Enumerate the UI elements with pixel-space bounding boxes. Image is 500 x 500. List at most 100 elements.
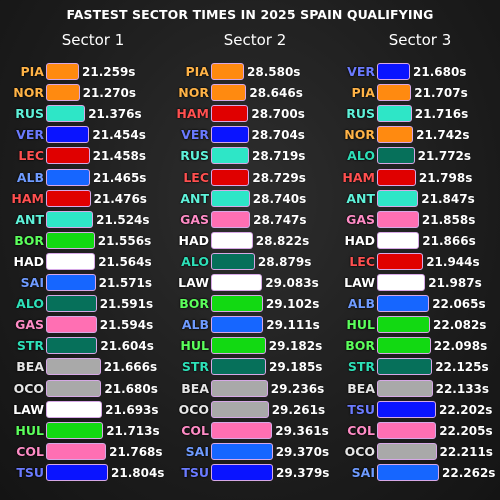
bar-row: BEA 21.666s — [2, 357, 168, 377]
bar-row: RUS 28.719s — [167, 146, 333, 166]
bar-row: VER 28.704s — [167, 125, 333, 145]
driver-label: LEC — [349, 253, 375, 269]
driver-label: HAM — [11, 190, 44, 206]
sector-time-bar — [46, 84, 80, 102]
driver-label: HAD — [178, 232, 209, 248]
sector-time-bar — [211, 379, 268, 397]
bar-row: TSU 21.804s — [2, 463, 168, 483]
sector-time-bar — [46, 463, 108, 481]
time-value-label: 21.556s — [97, 233, 152, 248]
time-value-label: 28.700s — [251, 107, 305, 122]
bar-row: OCO 22.211s — [333, 442, 499, 462]
sector-time-bar — [377, 63, 410, 80]
sector-time-bar — [46, 63, 79, 80]
time-value-label: 28.580s — [247, 65, 301, 79]
sector-time-bar — [46, 316, 97, 334]
time-value-label: 21.465s — [93, 170, 147, 185]
time-value-label: 21.454s — [92, 128, 146, 143]
driver-label: VER — [16, 127, 44, 143]
sector-time-bar — [377, 316, 430, 334]
sector-time-bar — [46, 189, 91, 207]
bar-row: HAD 21.564s — [2, 252, 168, 272]
sector-time-bar — [211, 147, 249, 165]
time-value-label: 21.858s — [421, 212, 476, 227]
time-value-label: 29.182s — [268, 339, 323, 354]
time-value-label: 21.571s — [98, 276, 153, 290]
time-value-label: 21.866s — [422, 233, 476, 248]
bar-row: OCO 29.261s — [167, 400, 333, 420]
time-value-label: 29.083s — [265, 276, 319, 290]
sector-time-bar — [211, 210, 251, 228]
bar-row: ALB 22.065s — [333, 294, 499, 314]
sector-time-bar — [46, 105, 86, 123]
driver-label: ALO — [347, 148, 375, 164]
driver-label: ALB — [16, 169, 44, 185]
sector-time-bar — [46, 147, 90, 165]
bar-row: COL 29.361s — [167, 421, 333, 441]
time-value-label: 22.098s — [433, 339, 488, 354]
bar-row: TSU 22.202s — [333, 400, 499, 420]
sector-time-bar — [211, 168, 250, 186]
sector-time-bar — [211, 400, 269, 418]
driver-label: LAW — [344, 275, 375, 290]
driver-label: SAI — [20, 275, 44, 290]
bar-row: LEC 21.458s — [2, 146, 168, 166]
sector-time-bar — [46, 379, 102, 397]
driver-label: PIA — [351, 85, 376, 101]
sector-time-bar — [211, 358, 266, 376]
driver-label: COL — [347, 422, 375, 438]
bar-row: LAW 21.987s — [333, 273, 499, 293]
driver-label: SAI — [185, 443, 209, 459]
driver-label: BOR — [14, 232, 44, 248]
bar-row: ANT 28.740s — [167, 189, 333, 209]
driver-label: ALB — [181, 317, 209, 333]
bar-row: STR 22.125s — [333, 357, 499, 377]
time-value-label: 21.742s — [416, 128, 470, 143]
sector-time-bar — [46, 358, 101, 376]
time-value-label: 22.082s — [433, 318, 487, 333]
sector-2-bars: PIA 28.580s NOR 28.646s HAM 28.700s VER 28.704s… — [167, 62, 333, 487]
bar-row: HAD 21.866s — [333, 231, 499, 251]
time-value-label: 28.704s — [251, 128, 305, 143]
driver-label: COL — [181, 422, 209, 438]
time-value-label: 29.370s — [275, 444, 330, 459]
driver-label: BEA — [181, 380, 209, 396]
bar-row: LEC 21.944s — [333, 252, 499, 272]
sector-time-bar — [377, 400, 436, 418]
driver-label: GAS — [346, 211, 375, 227]
bar-row: HAM 21.476s — [2, 189, 168, 209]
time-value-label: 21.270s — [82, 86, 137, 101]
time-value-label: 21.798s — [418, 170, 473, 185]
sector-time-bar — [46, 337, 98, 355]
sector-time-bar — [46, 295, 97, 313]
driver-label: BOR — [345, 338, 375, 354]
sector-time-bar — [211, 442, 273, 460]
bar-row: ALO 28.879s — [167, 252, 333, 272]
bar-row: ALO 21.772s — [333, 146, 499, 166]
sector-time-bar — [46, 231, 95, 249]
driver-label: RUS — [346, 106, 375, 122]
bar-row: SAI 22.262s — [333, 463, 499, 483]
time-value-label: 28.729s — [252, 170, 306, 185]
sector-time-bar — [46, 421, 104, 439]
driver-label: OCO — [344, 443, 375, 459]
sector-time-bar — [211, 274, 263, 291]
sector-2-title: Sector 2 — [223, 31, 287, 49]
bar-row: COL 21.768s — [2, 442, 168, 462]
driver-label: GAS — [15, 317, 44, 333]
driver-label: ANT — [180, 190, 209, 206]
sector-time-bar — [46, 252, 96, 270]
sector-time-bar — [377, 379, 433, 397]
bar-row: SAI 29.370s — [167, 442, 333, 462]
sector-time-bar — [377, 463, 439, 481]
bar-row: OCO 21.680s — [2, 379, 168, 399]
sector-time-bar — [211, 105, 249, 123]
time-value-label: 21.716s — [414, 107, 469, 122]
driver-label: LAW — [13, 401, 44, 417]
time-value-label: 29.361s — [275, 423, 329, 438]
time-value-label: 28.740s — [252, 191, 307, 206]
time-value-label: 21.604s — [100, 339, 154, 354]
driver-label: TSU — [347, 401, 375, 417]
sector-time-bar — [377, 126, 414, 144]
time-value-label: 21.680s — [413, 65, 467, 79]
